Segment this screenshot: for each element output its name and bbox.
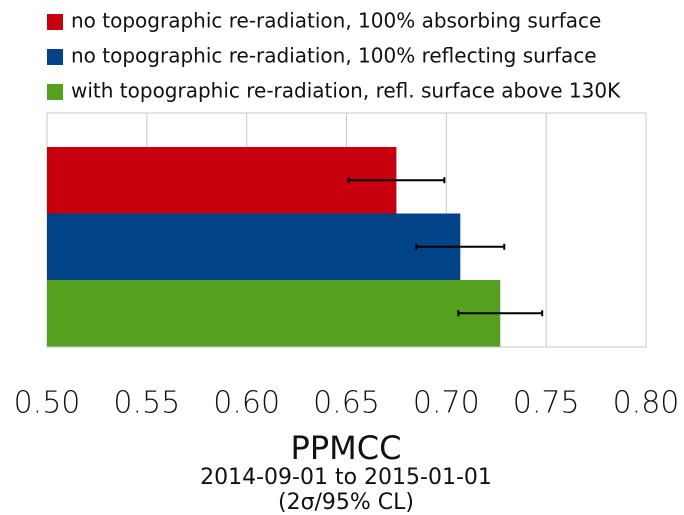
legend-label: no topographic re-radiation, 100% reflec… bbox=[71, 44, 597, 68]
x-axis-note: 2014-09-01 to 2015-01-01 bbox=[200, 465, 492, 490]
x-tick-label: 0.75 bbox=[513, 386, 580, 421]
x-tick-label: 0.70 bbox=[413, 386, 480, 421]
x-tick-label: 0.55 bbox=[113, 386, 180, 421]
x-axis-note: (2σ/95% CL) bbox=[278, 490, 414, 515]
bar bbox=[47, 280, 501, 347]
bar bbox=[47, 147, 397, 214]
legend-label: with topographic re-radiation, refl. sur… bbox=[71, 79, 621, 103]
bar bbox=[47, 213, 461, 280]
x-tick-label: 0.80 bbox=[613, 386, 680, 421]
x-tick-label: 0.50 bbox=[14, 386, 81, 421]
x-tick-label: 0.60 bbox=[213, 386, 280, 421]
x-tick-label: 0.65 bbox=[313, 386, 380, 421]
legend-swatch bbox=[47, 49, 63, 65]
x-axis-label: PPMCC bbox=[291, 429, 402, 467]
legend-label: no topographic re-radiation, 100% absorb… bbox=[71, 9, 601, 33]
legend-swatch bbox=[47, 14, 63, 30]
legend-swatch bbox=[47, 84, 63, 100]
